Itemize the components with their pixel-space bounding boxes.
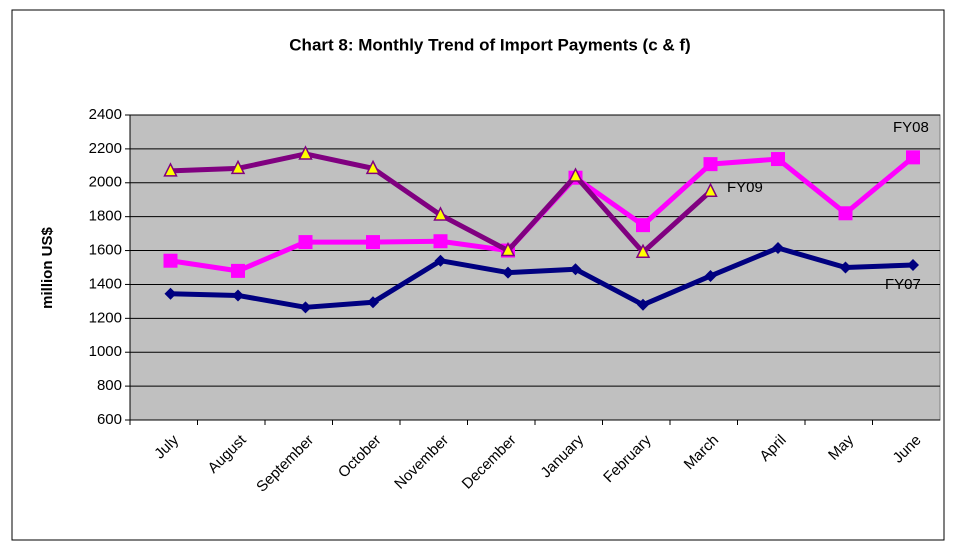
series-label: FY07 xyxy=(885,276,921,293)
marker xyxy=(568,167,583,182)
marker xyxy=(299,301,312,314)
marker xyxy=(906,150,920,165)
marker xyxy=(703,182,718,197)
marker xyxy=(232,289,244,302)
marker xyxy=(434,254,447,267)
y-tick-label: 800 xyxy=(97,377,122,394)
marker xyxy=(771,152,785,167)
y-axis-label: million US$ xyxy=(39,227,56,309)
marker xyxy=(164,287,177,300)
plot-area xyxy=(129,114,941,421)
y-tick-label: 2400 xyxy=(89,106,122,123)
y-tick-label: 600 xyxy=(97,411,122,428)
marker xyxy=(502,266,514,279)
marker xyxy=(772,242,784,255)
y-tick-label: 2000 xyxy=(89,174,122,191)
y-tick-label: 1200 xyxy=(89,309,122,326)
series-label: FY08 xyxy=(893,119,929,136)
marker xyxy=(231,263,245,278)
marker xyxy=(907,258,919,271)
marker xyxy=(703,157,718,172)
marker xyxy=(366,235,380,250)
y-tick-label: 1800 xyxy=(89,208,122,225)
series-label: FY09 xyxy=(727,179,763,196)
marker xyxy=(298,145,313,160)
marker xyxy=(163,253,178,268)
marker xyxy=(637,298,649,311)
marker xyxy=(298,235,313,250)
marker xyxy=(838,206,853,221)
chart-title: Chart 8: Monthly Trend of Import Payment… xyxy=(289,35,690,54)
marker xyxy=(704,269,717,282)
marker xyxy=(433,234,448,249)
y-tick-label: 2200 xyxy=(89,140,122,157)
y-tick-label: 1000 xyxy=(89,343,122,360)
marker xyxy=(367,296,379,309)
series-line xyxy=(170,245,914,310)
marker xyxy=(230,159,246,175)
y-tick-label: 1600 xyxy=(89,242,122,259)
marker xyxy=(839,261,852,274)
marker xyxy=(635,243,651,258)
marker xyxy=(569,263,582,276)
marker xyxy=(163,162,178,177)
marker xyxy=(500,241,516,257)
y-tick-label: 1400 xyxy=(89,275,122,292)
marker xyxy=(636,218,650,233)
marker xyxy=(433,206,448,221)
marker xyxy=(365,159,381,175)
